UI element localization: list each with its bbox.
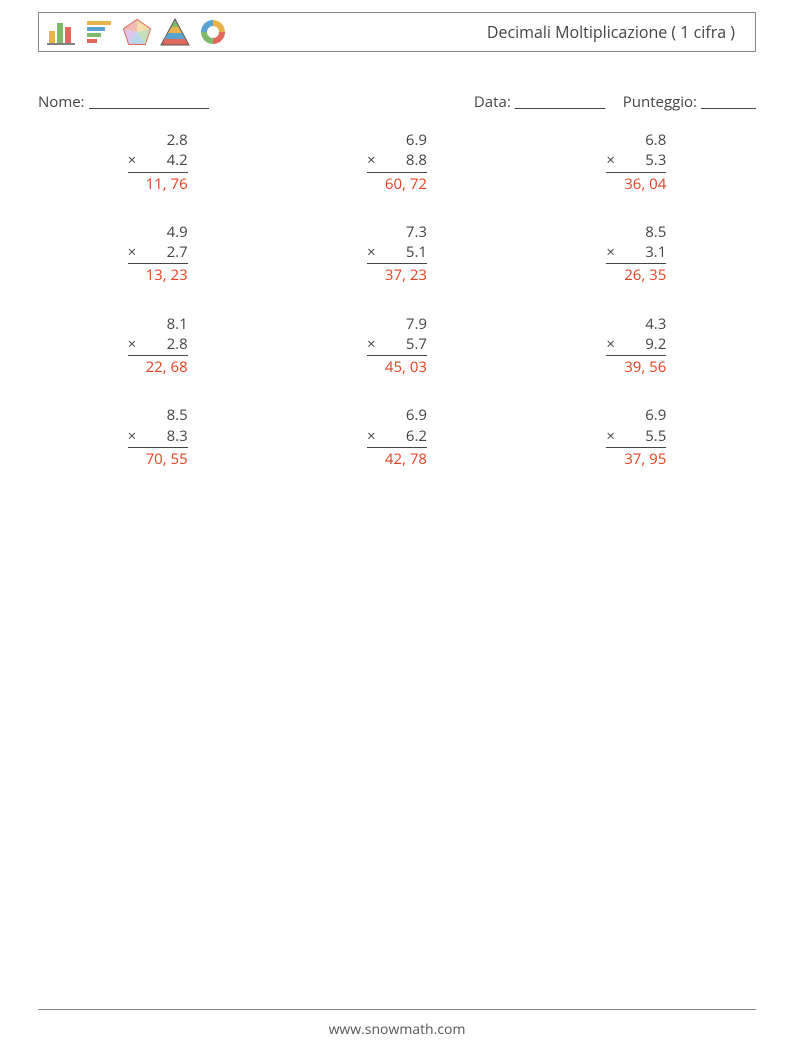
multiplier: 3.1 (645, 242, 666, 262)
footer-url: www.snowmath.com (329, 1020, 466, 1039)
multiplier-row: × 8.8 (367, 150, 427, 172)
operator-symbol: × (367, 150, 379, 170)
problem: 4.3× 9.2 39, 56 (517, 314, 756, 378)
operator-symbol: × (606, 334, 618, 354)
answer: 70, 55 (128, 449, 188, 469)
multiplicand: 2.8 (128, 130, 188, 150)
multiplier-row: × 2.8 (128, 334, 188, 356)
answer: 37, 95 (606, 449, 666, 469)
multiplier: 6.2 (406, 426, 427, 446)
pyramid-icon (159, 17, 191, 47)
answer: 36, 04 (606, 174, 666, 194)
name-label: Nome: (38, 92, 85, 112)
multiplier-row: × 5.3 (606, 150, 666, 172)
multiplicand: 6.8 (606, 130, 666, 150)
multiplier: 8.3 (167, 426, 188, 446)
answer: 45, 03 (367, 357, 427, 377)
operator-symbol: × (128, 242, 140, 262)
score-label: Punteggio: (623, 92, 697, 112)
answer: 22, 68 (128, 357, 188, 377)
operator-symbol: × (128, 334, 140, 354)
bar-chart-icon (45, 17, 77, 47)
operator-symbol: × (606, 242, 618, 262)
multiplier-row: × 8.3 (128, 426, 188, 448)
problem: 2.8× 4.2 11, 76 (38, 130, 277, 194)
date-field-blank[interactable] (515, 92, 605, 109)
multiplier-row: × 5.5 (606, 426, 666, 448)
multiplicand: 7.9 (367, 314, 427, 334)
multiplier-row: × 4.2 (128, 150, 188, 172)
multiplier: 4.2 (167, 150, 188, 170)
operator-symbol: × (367, 334, 379, 354)
donut-icon (197, 17, 229, 47)
multiplicand: 6.9 (367, 405, 427, 425)
multiplicand: 7.3 (367, 222, 427, 242)
operator-symbol: × (128, 150, 140, 170)
problem: 6.9× 5.5 37, 95 (517, 405, 756, 469)
operator-symbol: × (367, 426, 379, 446)
multiplicand: 6.9 (606, 405, 666, 425)
answer: 11, 76 (128, 174, 188, 194)
problem: 6.9× 6.2 42, 78 (277, 405, 516, 469)
multiplicand: 8.1 (128, 314, 188, 334)
multiplier-row: × 5.1 (367, 242, 427, 264)
multiplier: 2.7 (167, 242, 188, 262)
multiplier-row: × 2.7 (128, 242, 188, 264)
answer: 37, 23 (367, 265, 427, 285)
problem: 8.1× 2.8 22, 68 (38, 314, 277, 378)
problems-grid: 2.8×4.211, 766.9×8.860, 726.8×5.336, 044… (38, 130, 756, 469)
answer: 13, 23 (128, 265, 188, 285)
multiplier-row: × 3.1 (606, 242, 666, 264)
problem: 8.5× 3.1 26, 35 (517, 222, 756, 286)
footer: www.snowmath.com (38, 1009, 756, 1039)
problem: 4.9× 2.7 13, 23 (38, 222, 277, 286)
multiplier: 5.1 (406, 242, 427, 262)
answer: 60, 72 (367, 174, 427, 194)
operator-symbol: × (606, 150, 618, 170)
multiplier: 2.8 (167, 334, 188, 354)
worksheet-title: Decimali Moltiplicazione ( 1 cifra ) (487, 21, 747, 43)
multiplier: 5.5 (645, 426, 666, 446)
multiplier-row: × 6.2 (367, 426, 427, 448)
problem: 6.8× 5.3 36, 04 (517, 130, 756, 194)
multiplicand: 4.9 (128, 222, 188, 242)
info-row: Nome: Data: Punteggio: (38, 92, 756, 112)
multiplier-row: × 5.7 (367, 334, 427, 356)
multiplicand: 6.9 (367, 130, 427, 150)
score-field-blank[interactable] (701, 92, 756, 109)
header-box: Decimali Moltiplicazione ( 1 cifra ) (38, 12, 756, 52)
multiplicand: 8.5 (128, 405, 188, 425)
multiplicand: 8.5 (606, 222, 666, 242)
problem: 7.9× 5.7 45, 03 (277, 314, 516, 378)
logo-icon-row (45, 17, 229, 47)
problem: 8.5× 8.3 70, 55 (38, 405, 277, 469)
problem: 7.3× 5.1 37, 23 (277, 222, 516, 286)
multiplier: 8.8 (406, 150, 427, 170)
operator-symbol: × (606, 426, 618, 446)
horizontal-bars-icon (83, 17, 115, 47)
answer: 39, 56 (606, 357, 666, 377)
name-field-blank[interactable] (89, 92, 209, 109)
operator-symbol: × (367, 242, 379, 262)
date-label: Data: (474, 92, 511, 112)
problem: 6.9× 8.8 60, 72 (277, 130, 516, 194)
multiplier: 5.3 (645, 150, 666, 170)
operator-symbol: × (128, 426, 140, 446)
multiplicand: 4.3 (606, 314, 666, 334)
multiplier: 9.2 (645, 334, 666, 354)
multiplier: 5.7 (406, 334, 427, 354)
answer: 42, 78 (367, 449, 427, 469)
answer: 26, 35 (606, 265, 666, 285)
pentagon-icon (121, 17, 153, 47)
multiplier-row: × 9.2 (606, 334, 666, 356)
